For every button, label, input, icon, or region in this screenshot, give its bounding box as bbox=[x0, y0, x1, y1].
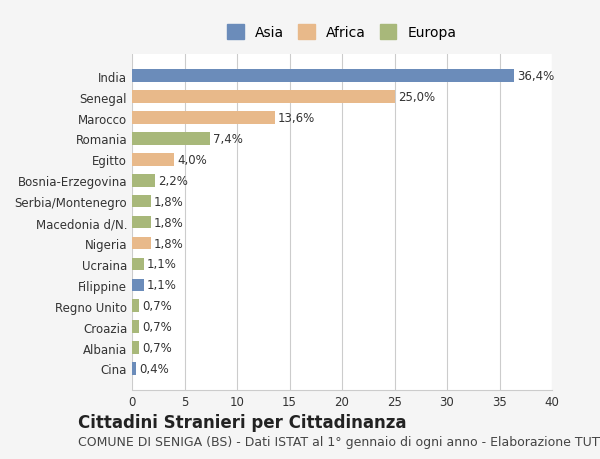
Bar bbox=[132, 112, 275, 124]
Text: 0,7%: 0,7% bbox=[143, 320, 172, 333]
Text: 1,8%: 1,8% bbox=[154, 216, 184, 229]
Bar bbox=[132, 154, 174, 166]
Text: 0,7%: 0,7% bbox=[143, 300, 172, 313]
Bar bbox=[132, 196, 151, 208]
Bar bbox=[132, 91, 395, 104]
Bar bbox=[132, 133, 210, 146]
Text: 36,4%: 36,4% bbox=[517, 70, 554, 83]
Bar bbox=[132, 279, 143, 291]
Bar bbox=[132, 216, 151, 229]
Bar bbox=[132, 341, 139, 354]
Bar bbox=[132, 174, 155, 187]
Text: 1,8%: 1,8% bbox=[154, 195, 184, 208]
Bar bbox=[132, 300, 139, 312]
Text: 0,4%: 0,4% bbox=[139, 362, 169, 375]
Text: 25,0%: 25,0% bbox=[398, 91, 435, 104]
Text: 2,2%: 2,2% bbox=[158, 174, 188, 187]
Bar bbox=[132, 70, 514, 83]
Text: 7,4%: 7,4% bbox=[213, 133, 243, 146]
Text: Cittadini Stranieri per Cittadinanza: Cittadini Stranieri per Cittadinanza bbox=[78, 413, 407, 431]
Legend: Asia, Africa, Europa: Asia, Africa, Europa bbox=[221, 18, 464, 47]
Bar bbox=[132, 363, 136, 375]
Text: 0,7%: 0,7% bbox=[143, 341, 172, 354]
Text: 1,1%: 1,1% bbox=[146, 279, 176, 291]
Text: 1,8%: 1,8% bbox=[154, 237, 184, 250]
Text: 1,1%: 1,1% bbox=[146, 258, 176, 271]
Text: 4,0%: 4,0% bbox=[177, 154, 207, 167]
Bar bbox=[132, 321, 139, 333]
Bar bbox=[132, 258, 143, 271]
Text: COMUNE DI SENIGA (BS) - Dati ISTAT al 1° gennaio di ogni anno - Elaborazione TUT: COMUNE DI SENIGA (BS) - Dati ISTAT al 1°… bbox=[78, 435, 600, 448]
Text: 13,6%: 13,6% bbox=[278, 112, 315, 125]
Bar bbox=[132, 237, 151, 250]
